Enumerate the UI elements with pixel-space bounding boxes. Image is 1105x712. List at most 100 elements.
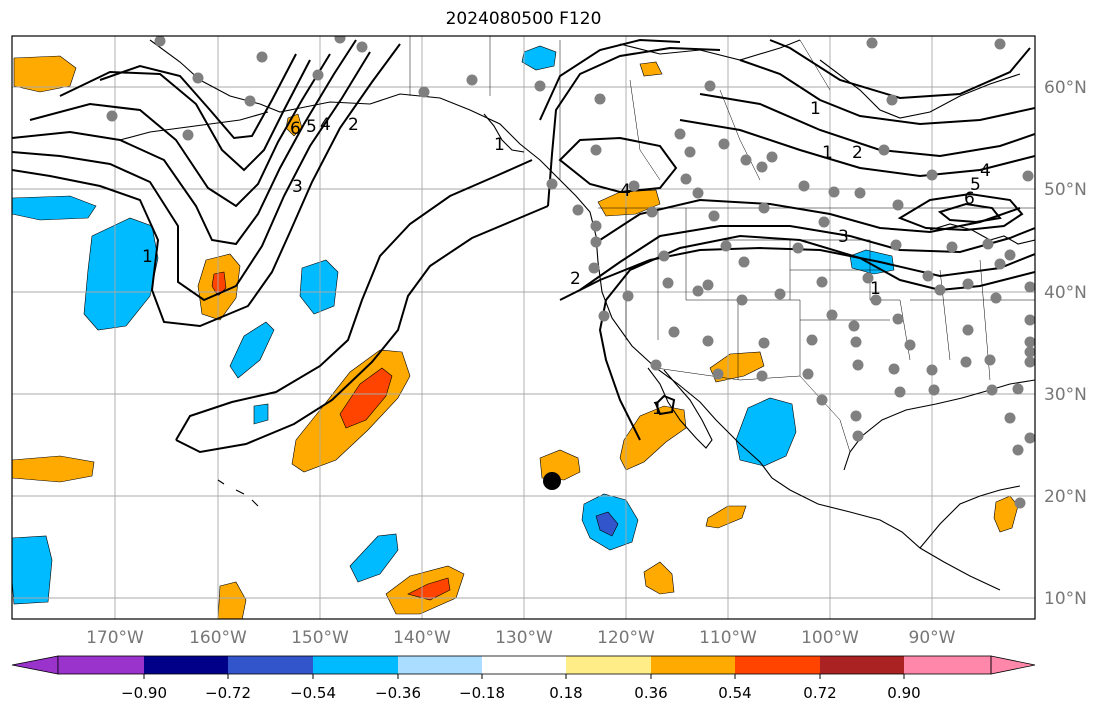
contour-6-west: [99, 53, 297, 140]
fill-orange-baja: [619, 405, 687, 471]
coast-hudson: [819, 59, 1021, 119]
colorbar-tick-labels: −0.90 −0.72 −0.54 −0.36 −0.18 0.18 0.36 …: [121, 684, 921, 702]
coast-westcoast: [559, 179, 1001, 591]
contour-east-upper1: [739, 59, 1035, 126]
contour-east-4: [598, 234, 1035, 441]
colorbar-bin-5: [398, 656, 482, 674]
colorbar-tick-7: 0.36: [634, 684, 667, 702]
fill-cyan-gulfca: [735, 397, 797, 467]
fill-red-band: [339, 367, 393, 429]
lon-labels: 170°W 160°W 150°W 140°W 130°W 120°W 110°…: [86, 628, 956, 648]
fill-cyan-4: [253, 403, 269, 425]
contour-label-4-west: 4: [320, 115, 331, 135]
lat-label-60n: 60°N: [1044, 78, 1087, 98]
contour-label-6-east: 6: [964, 189, 975, 209]
contour-east-3: [599, 198, 1021, 241]
contour-label-5-west: 5: [306, 117, 317, 137]
colorbar-bin-4: [313, 656, 398, 674]
contour-1-baja: [654, 394, 676, 416]
contour-label-1-mid: 1: [494, 135, 505, 155]
colorbar-tick-4: −0.36: [375, 684, 421, 702]
fill-orange-sw: [12, 455, 95, 483]
fill-cyan-sw: [12, 535, 53, 605]
contour-east-upper3: [679, 119, 1035, 178]
contour-4-west: [29, 53, 331, 208]
lat-label-10n: 10°N: [1044, 589, 1087, 609]
contour-2-west: [12, 51, 371, 302]
lat-label-50n: 50°N: [1044, 180, 1087, 200]
contour-label-1-west: 1: [142, 247, 153, 267]
fill-cyan-w1: [12, 195, 97, 221]
contour-4-arc: [558, 136, 678, 194]
coastlines: [119, 39, 1035, 591]
colorbar-bin-7: [566, 656, 651, 674]
colorbar-bin-3: [228, 656, 313, 674]
coast-gulfmex: [843, 379, 1035, 471]
colorbar-bin-8: [651, 656, 735, 674]
contour-label-2-west: 2: [348, 115, 359, 135]
fill-orange-mex2: [643, 561, 675, 595]
colorbar-tick-10: 0.90: [887, 684, 920, 702]
colorbar-high-extend: [990, 655, 1036, 675]
fill-cyan-nd: [849, 249, 895, 275]
map-background: [12, 36, 1035, 619]
colorbar-tick-5: −0.18: [459, 684, 505, 702]
colorbar-tick-8: 0.54: [718, 684, 751, 702]
lon-label-170w: 170°W: [86, 628, 144, 648]
colorbar: −0.90 −0.72 −0.54 −0.36 −0.18 0.18 0.36 …: [11, 655, 1036, 702]
contour-label-3-east: 3: [838, 227, 849, 247]
fill-cyan-3: [229, 321, 275, 379]
lon-label-120w: 120°W: [597, 628, 655, 648]
contour-label-1-east: 1: [810, 99, 821, 119]
contour-2-mid: [175, 159, 533, 441]
lon-label-110w: 110°W: [699, 628, 757, 648]
lon-label-100w: 100°W: [801, 628, 859, 648]
contour-east-1: [559, 246, 1035, 301]
fill-blue-center: [595, 511, 619, 537]
lat-labels: 60°N 50°N 40°N 30°N 20°N 10°N: [1044, 78, 1087, 609]
colorbar-bin-6: [482, 656, 566, 674]
fill-orange-az: [709, 351, 765, 383]
fill-cyan-2: [299, 259, 339, 315]
lon-label-150w: 150°W: [291, 628, 349, 648]
graticule: [12, 36, 1035, 619]
contour-label-5-east: 5: [970, 175, 981, 195]
contour-label-4-arc: 4: [620, 181, 631, 201]
colorbar-tick-3: −0.54: [290, 684, 336, 702]
colorbar-outline: [57, 655, 992, 675]
coast-aleutians: [119, 111, 269, 141]
contour-label-group: 1 2 3 4 5 6 2 1 4 1 1 1 2 3 4 5 6 1: [142, 99, 991, 419]
lon-label-140w: 140°W: [393, 628, 451, 648]
coast-bc-islands: [483, 113, 525, 153]
contour-1-mid: [175, 205, 549, 454]
contour-label-1-east2: 1: [822, 143, 833, 163]
contour-3-west: [12, 39, 357, 246]
contour-label-3-west: 3: [292, 177, 303, 197]
colorbar-bin-9: [735, 656, 820, 674]
lat-label-30n: 30°N: [1044, 385, 1087, 405]
fill-orange-nunavut: [639, 61, 663, 77]
forecast-point-marker: [543, 472, 561, 490]
colorbar-ticks: [143, 674, 905, 679]
contour-label-1-lower: 1: [870, 279, 881, 299]
contour-label-6-west: 6: [290, 119, 301, 139]
fill-orange-nw: [13, 55, 77, 93]
contour-5-west: [59, 59, 311, 172]
colorbar-bin-10: [820, 656, 904, 674]
contour-6-low: [937, 202, 1002, 224]
lat-label-20n: 20°N: [1044, 487, 1087, 507]
colorbar-low-extend: [11, 655, 59, 675]
contour-label-4-east: 4: [980, 161, 991, 181]
contour-label-2-east: 2: [852, 143, 863, 163]
colorbar-tick-1: −0.90: [121, 684, 167, 702]
lat-label-40n: 40°N: [1044, 283, 1087, 303]
colorbar-bin-11: [904, 656, 991, 674]
coast-alaska: [149, 39, 561, 181]
contour-2-arc: [547, 46, 721, 207]
map-title: 2024080500 F120: [445, 9, 602, 29]
lon-label-90w: 90°W: [909, 628, 956, 648]
contour-1-arc: [539, 38, 681, 121]
contour-label-2-mid: 2: [570, 269, 581, 289]
contour-label-1-baja: 1: [652, 399, 663, 419]
